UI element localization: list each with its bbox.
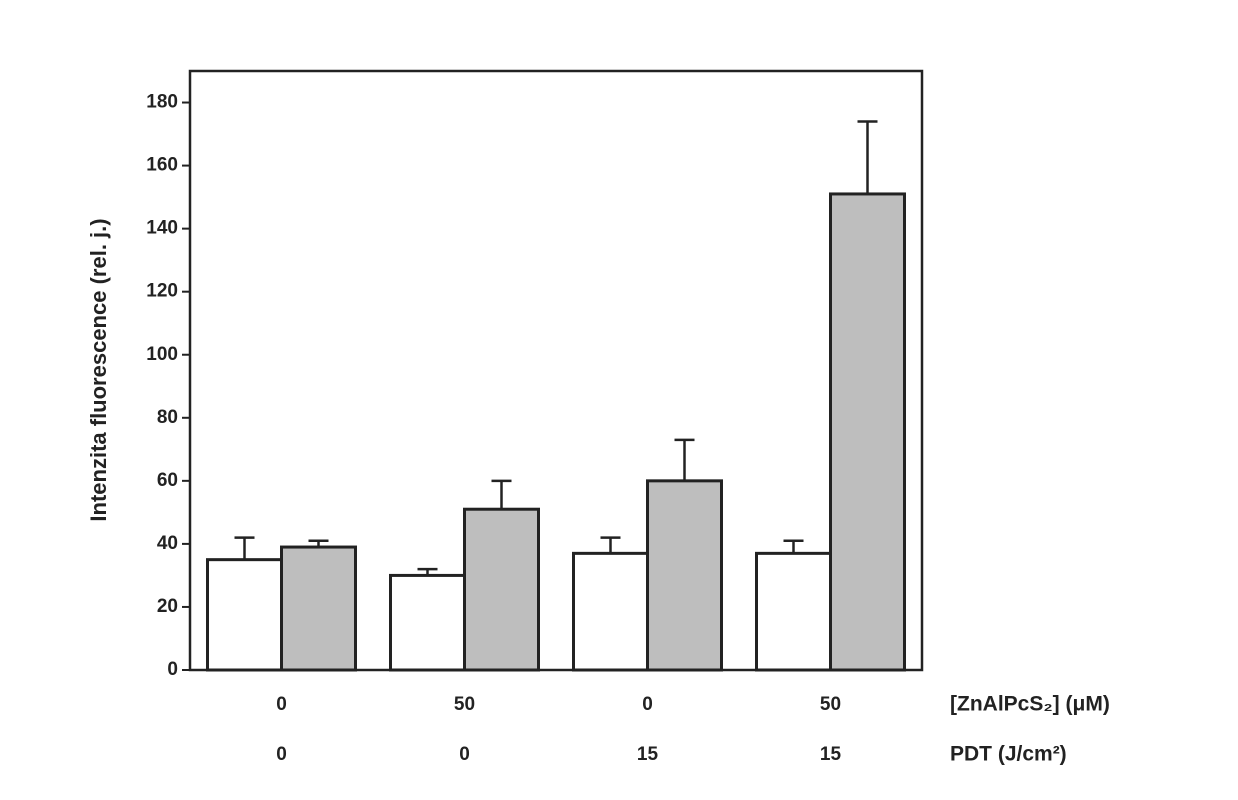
y-tick-label: 0 [167,659,178,680]
bar [206,558,283,672]
bar [829,192,906,672]
y-tick-label: 20 [157,596,178,617]
y-tick-label: 140 [146,218,178,239]
x-tick-label: 0 [459,744,470,765]
x-tick-label: 50 [454,694,475,715]
bar [755,551,832,672]
plot-frame [188,69,924,672]
y-tick-label: 100 [146,344,178,365]
y-tick-label: 60 [157,470,178,491]
category-row-label: [ZnAlPcS₂] (μM) [950,693,1110,716]
bar [389,573,466,672]
bar [572,551,649,672]
y-axis-label: Intenzita fluorescence (rel. j.) [86,218,111,521]
x-tick-label: 0 [276,744,287,765]
x-tick-label: 50 [820,694,841,715]
x-tick-label: 15 [820,744,842,765]
x-tick-label: 0 [642,694,653,715]
y-tick-label: 160 [146,155,178,176]
category-row-label: PDT (J/cm²) [950,743,1067,766]
y-tick-label: 180 [146,92,178,113]
x-tick-label: 0 [276,694,287,715]
bar [646,479,723,672]
y-tick-label: 80 [157,407,178,428]
x-tick-label: 15 [637,744,659,765]
y-tick-label: 120 [146,281,178,302]
y-tick-label: 40 [157,533,178,554]
bar [463,507,540,672]
bar [280,545,357,672]
